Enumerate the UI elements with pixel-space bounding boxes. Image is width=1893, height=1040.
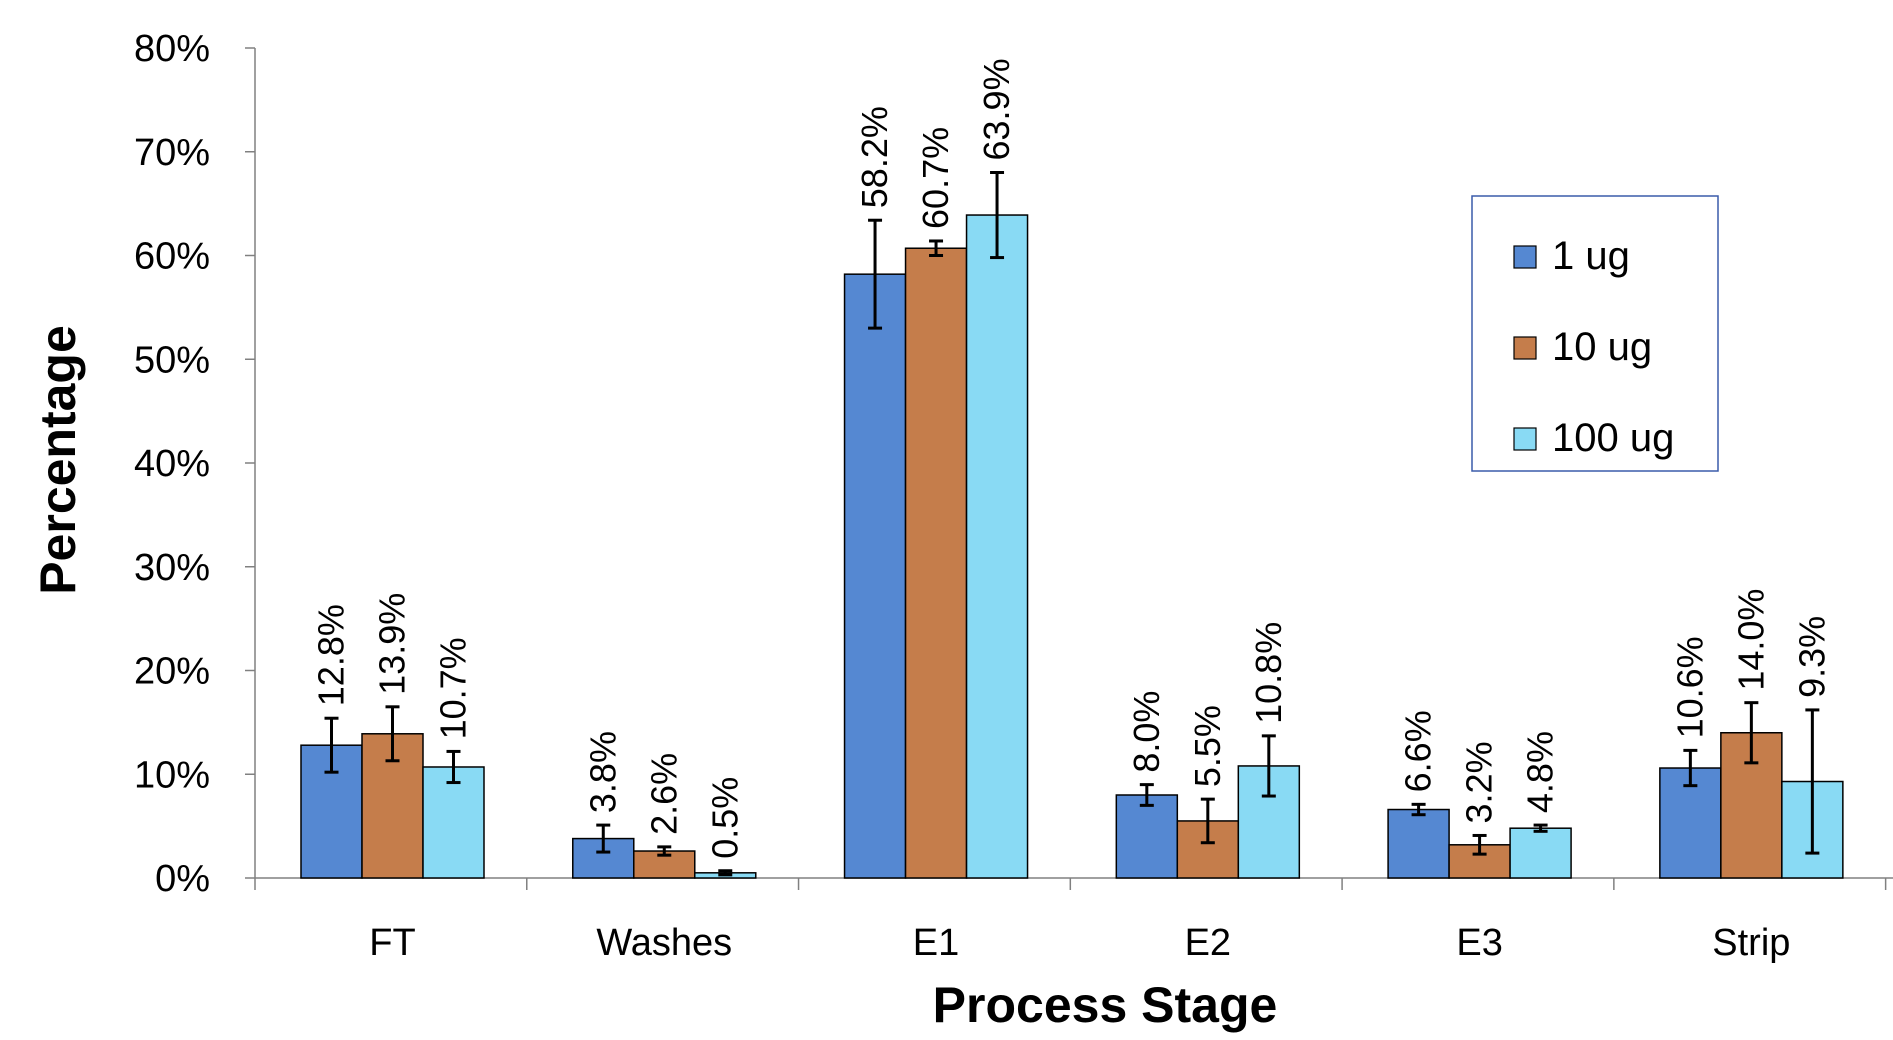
- bar: [904, 247, 968, 879]
- legend-swatch: [1513, 245, 1537, 269]
- data-label: 10.7%: [433, 637, 474, 739]
- data-label: 60.7%: [915, 127, 956, 229]
- data-label: 4.8%: [1520, 731, 1561, 813]
- x-tick-label: E2: [1185, 922, 1231, 964]
- data-label: 63.9%: [976, 58, 1017, 160]
- legend-box: [1471, 195, 1719, 472]
- data-label: 8.0%: [1126, 691, 1167, 773]
- legend-item-label: 10 ug: [1552, 325, 1652, 369]
- x-tick-label: E3: [1456, 922, 1502, 964]
- data-label: 10.6%: [1669, 636, 1710, 738]
- data-label: 0.5%: [704, 777, 745, 859]
- data-label: 5.5%: [1187, 705, 1228, 787]
- y-tick-label: 60%: [134, 236, 210, 278]
- bar: [422, 766, 485, 879]
- y-tick-label: 0%: [155, 858, 210, 900]
- legend: 1 ug 10 ug 100 ug: [1471, 195, 1719, 472]
- data-label: 10.8%: [1248, 622, 1289, 724]
- y-tick-label: 70%: [134, 132, 210, 174]
- data-label: 3.2%: [1459, 741, 1500, 823]
- data-label: 14.0%: [1730, 589, 1771, 691]
- y-tick-label: 20%: [134, 651, 210, 693]
- y-tick-label: 80%: [134, 28, 210, 70]
- legend-item-label: 1 ug: [1552, 234, 1630, 278]
- y-axis-title: Percentage: [30, 325, 86, 595]
- data-label: 13.9%: [372, 593, 413, 695]
- data-label: 58.2%: [854, 106, 895, 208]
- data-label: 6.6%: [1398, 710, 1439, 792]
- plot-area: 0% 10% 20% 30% 40% 50% 60% 70% 80% FT Washes E1 E2 E3…: [134, 28, 1893, 964]
- x-tick-label: Strip: [1712, 922, 1790, 964]
- x-tick-label: FT: [369, 922, 415, 964]
- bar: [965, 214, 1029, 879]
- legend-swatch: [1513, 427, 1537, 451]
- bar: [1509, 827, 1572, 879]
- bar: [1387, 808, 1450, 879]
- data-label: 12.8%: [311, 604, 352, 706]
- x-axis-title: Process Stage: [933, 977, 1278, 1033]
- x-tick-label: E1: [913, 922, 959, 964]
- data-label: 2.6%: [643, 753, 684, 835]
- legend-swatch: [1513, 336, 1537, 360]
- bar: [843, 273, 907, 879]
- legend-item-label: 100 ug: [1552, 416, 1674, 460]
- data-label: 9.3%: [1791, 616, 1832, 698]
- y-tick-label: 30%: [134, 547, 210, 589]
- x-tick-label: Washes: [596, 922, 732, 964]
- bar: [1115, 794, 1179, 879]
- y-tick-label: 40%: [134, 443, 210, 485]
- y-tick-label: 50%: [134, 339, 210, 381]
- data-label: 3.8%: [582, 731, 623, 813]
- y-tick-label: 10%: [134, 754, 210, 796]
